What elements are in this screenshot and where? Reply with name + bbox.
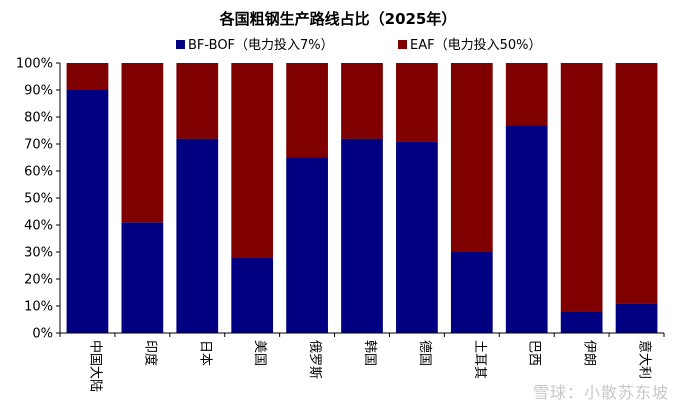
bar-bf-bof-10 (615, 303, 658, 333)
bar-eaf-7 (450, 63, 493, 252)
watermark: 雪球：小散苏东坡 (532, 383, 669, 402)
bar-eaf-6 (396, 63, 438, 142)
bars (66, 63, 658, 333)
bar-bf-bof-5 (341, 138, 383, 333)
bar-bf-bof-8 (505, 125, 548, 333)
y-axis: 0% 10% 20% 30% 40% 50% 60% 70% 80% 90% 100% (16, 57, 61, 342)
x-axis: 中国大陆 印度 日本 美国 俄罗斯 韩国 德国 土耳其 巴西 伊朗 意大利 (59, 332, 665, 392)
x-tick-label: 韩国 (362, 340, 377, 366)
x-tick-label: 美国 (252, 340, 267, 366)
legend-swatch-0 (176, 40, 185, 49)
x-tick-label: 德国 (417, 340, 432, 366)
legend: BF-BOF（电力投入7%） EAF（电力投入50%） (176, 37, 541, 53)
y-tick-label: 90% (24, 84, 53, 99)
bar-eaf-2 (176, 63, 219, 139)
bar-eaf-0 (66, 63, 109, 90)
bar-bf-bof-0 (66, 90, 109, 333)
y-tick-label: 50% (24, 192, 53, 207)
y-tick-label: 10% (24, 300, 53, 315)
y-tick-label: 100% (16, 57, 53, 72)
y-tick-label: 40% (24, 219, 53, 234)
bar-eaf-1 (121, 63, 164, 223)
x-tick-label: 俄罗斯 (307, 340, 322, 379)
y-tick-label: 70% (24, 138, 53, 153)
bar-eaf-5 (341, 63, 383, 139)
legend-label-0: BF-BOF（电力投入7%） (188, 37, 334, 53)
x-tick-label: 印度 (142, 340, 158, 366)
x-tick-label: 土耳其 (472, 340, 487, 379)
bar-bf-bof-7 (450, 252, 493, 333)
bar-eaf-8 (505, 63, 548, 126)
x-tick-label: 中国大陆 (87, 340, 103, 392)
bar-eaf-9 (560, 63, 603, 312)
y-tick-label: 30% (24, 246, 53, 261)
chart-title: 各国粗钢生产路线占比（2025年） (219, 10, 457, 28)
bar-eaf-4 (286, 63, 328, 158)
x-tick-label: 伊朗 (582, 340, 597, 366)
bar-eaf-3 (231, 63, 274, 258)
y-tick-label: 60% (24, 165, 53, 180)
y-tick-label: 20% (24, 273, 53, 288)
y-tick-label: 80% (24, 111, 53, 126)
bar-bf-bof-1 (121, 222, 164, 333)
x-tick-label: 日本 (197, 340, 212, 366)
bar-bf-bof-4 (286, 157, 328, 333)
x-tick-label: 意大利 (637, 340, 653, 379)
bar-bf-bof-9 (560, 311, 603, 333)
legend-label-1: EAF（电力投入50%） (410, 37, 541, 53)
bar-eaf-10 (615, 63, 658, 304)
y-tick-label: 0% (32, 327, 53, 342)
bar-bf-bof-2 (176, 138, 219, 333)
x-tick-label: 巴西 (527, 340, 542, 366)
bar-bf-bof-6 (396, 141, 438, 333)
legend-swatch-1 (398, 40, 407, 49)
bar-bf-bof-3 (231, 257, 274, 333)
